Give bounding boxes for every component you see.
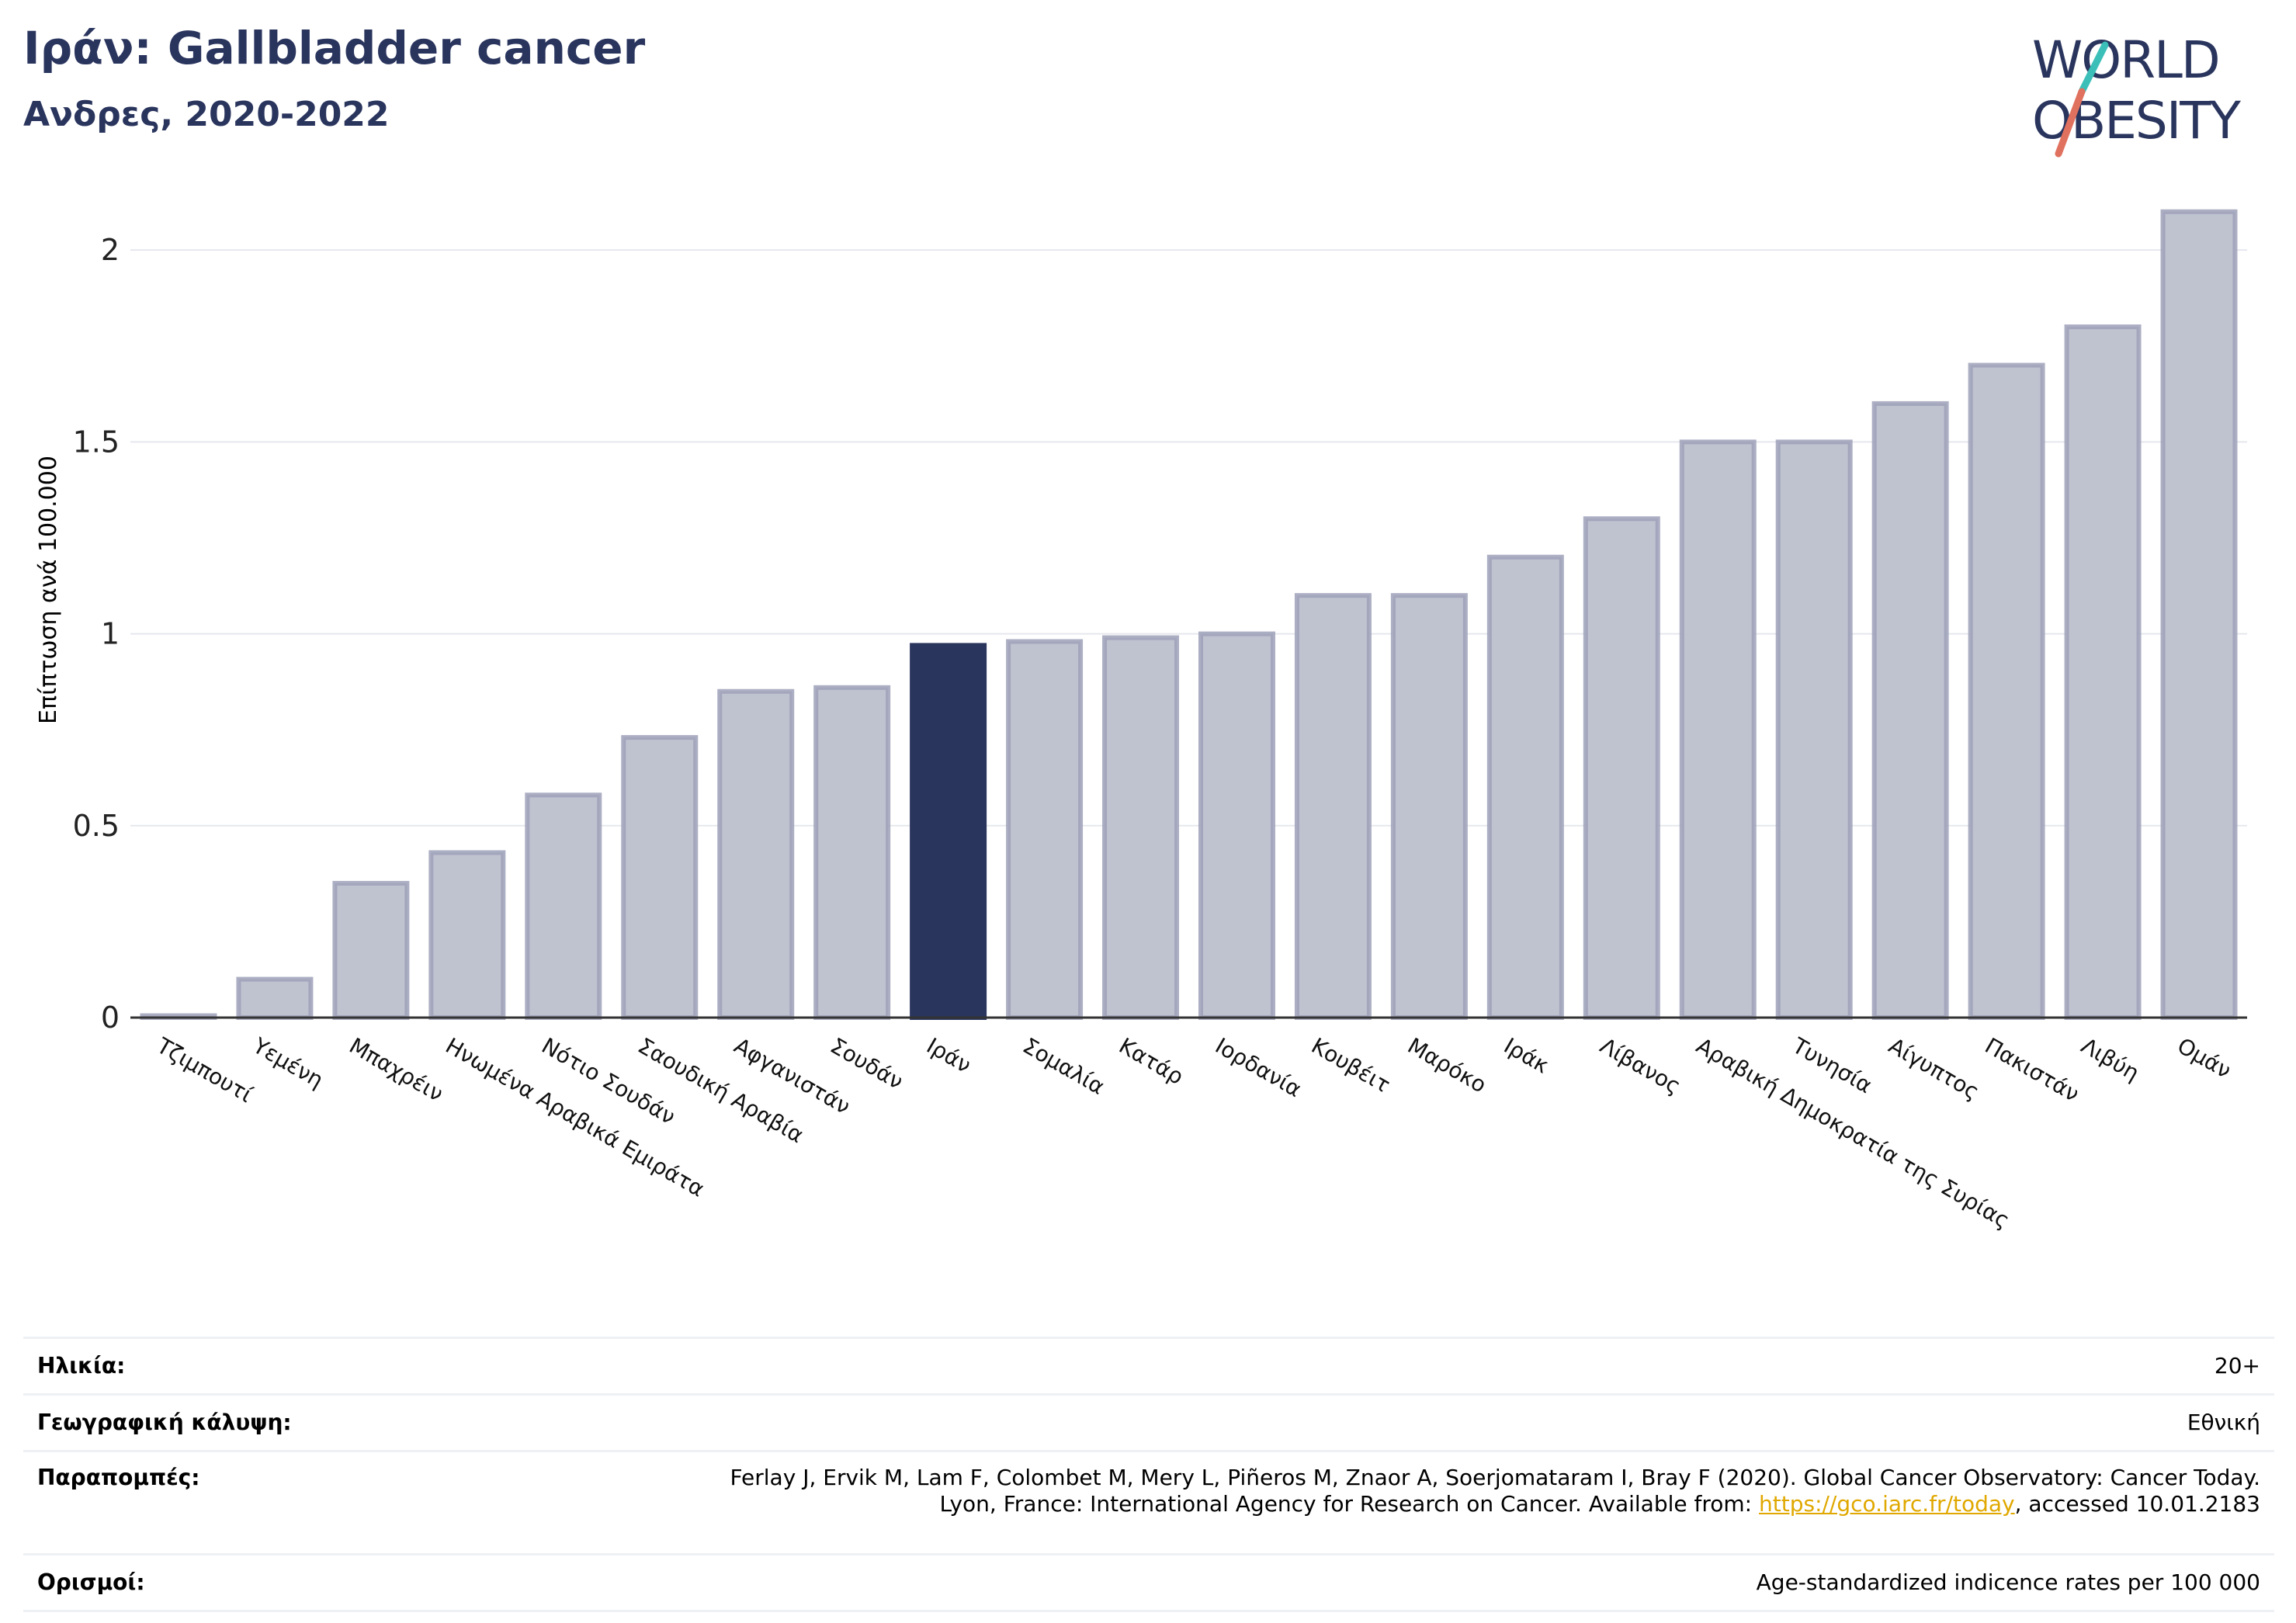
geo-value: Εθνική <box>2187 1410 2260 1435</box>
bar <box>1102 635 1180 1020</box>
bar <box>1775 439 1853 1020</box>
bar <box>236 976 314 1020</box>
logo-word-world: WORLD <box>2032 30 2219 90</box>
x-tick-label: Ομάν <box>2173 1032 2236 1084</box>
info-row-definitions: Ορισμοί: Age-standardized indicence rate… <box>23 1554 2274 1611</box>
x-tick-label: Μπαχρέιν <box>345 1032 447 1106</box>
bar <box>2064 324 2142 1020</box>
info-row-geo: Γεωγραφική κάλυψη: Εθνική <box>23 1394 2274 1451</box>
geo-label: Γεωγραφική κάλυψη: <box>37 1410 292 1435</box>
x-tick-label: Σαουδική Αραβία <box>633 1032 808 1148</box>
y-tick-label: 1.5 <box>73 425 120 459</box>
bar <box>1006 639 1084 1021</box>
x-tick-label: Λιβύη <box>2077 1032 2144 1086</box>
x-tick-label: Μαρόκο <box>1403 1032 1491 1098</box>
y-tick-labels: 0 0.5 1 1.5 2 <box>73 233 120 1035</box>
reference-line-2-suffix: , accessed 10.01.2183 <box>2014 1491 2260 1517</box>
x-tick-label: Τζιμπουτί <box>152 1032 258 1108</box>
x-tick-label: Σομαλία <box>1018 1032 1109 1099</box>
reference-link[interactable]: https://gco.iarc.fr/today <box>1759 1491 2015 1517</box>
bar <box>1390 593 1468 1020</box>
info-table: Ηλικία: 20+ Γεωγραφική κάλυψη: Εθνική Πα… <box>23 1337 2274 1612</box>
reference-line-2-prefix: Lyon, France: International Agency for R… <box>939 1491 1759 1517</box>
definitions-value: Age-standardized indicence rates per 100… <box>1756 1569 2260 1595</box>
bar <box>1871 401 1949 1020</box>
bars <box>140 209 2238 1021</box>
y-tick-label: 1 <box>101 617 120 651</box>
x-tick-label: Πακιστάν <box>1981 1032 2084 1107</box>
y-axis-label: Επίπτωση ανά 100.000 <box>35 456 62 724</box>
x-tick-label: Κουβέιτ <box>1307 1032 1395 1098</box>
definitions-label: Ορισμοί: <box>37 1569 145 1595</box>
x-tick-label: Κατάρ <box>1115 1032 1188 1090</box>
world-obesity-logo: WORLD OBESITY <box>2032 30 2243 158</box>
info-row-age: Ηλικία: 20+ <box>23 1337 2274 1395</box>
y-tick-label: 2 <box>101 233 120 267</box>
x-tick-label: Υεμένη <box>248 1032 328 1093</box>
bar <box>1679 439 1757 1020</box>
chart-subtitle: Ανδρες, 2020-2022 <box>23 95 390 134</box>
bar-highlighted <box>910 643 987 1020</box>
y-tick-label: 0.5 <box>73 809 120 843</box>
bar <box>332 880 410 1020</box>
x-tick-label: Λίβανος <box>1596 1032 1685 1099</box>
info-row-references: Παραπομπές: Ferlay J, Ervik M, Lam F, Co… <box>23 1451 2274 1555</box>
bar <box>1583 516 1660 1020</box>
bar <box>717 688 795 1021</box>
bar <box>428 850 506 1021</box>
reference-line-2: Lyon, France: International Agency for R… <box>383 1491 2260 1517</box>
age-value: 20+ <box>2214 1353 2260 1379</box>
logo-slash-teal <box>2078 41 2109 95</box>
references-label: Παραπομπές: <box>37 1465 200 1490</box>
chart-title: Ιράν: Gallbladder cancer <box>23 22 646 75</box>
bar <box>1294 593 1372 1020</box>
bar <box>1486 554 1564 1020</box>
reference-line-1: Ferlay J, Ervik M, Lam F, Colombet M, Me… <box>730 1465 2260 1490</box>
bar <box>2160 209 2238 1020</box>
x-tick-label: Αίγυπτος <box>1885 1032 1984 1105</box>
bar <box>621 735 699 1020</box>
age-label: Ηλικία: <box>37 1353 126 1379</box>
x-tick-label: Ιράκ <box>1500 1032 1553 1078</box>
y-tick-label: 0 <box>101 1001 120 1035</box>
bar <box>813 685 891 1020</box>
x-tick-label: Ιράν <box>922 1032 976 1078</box>
bar <box>525 792 602 1020</box>
bar <box>1968 362 2045 1021</box>
logo-slash-coral <box>2055 88 2086 158</box>
bar <box>1198 631 1275 1021</box>
references-value: Ferlay J, Ervik M, Lam F, Colombet M, Me… <box>369 1451 2274 1555</box>
x-tick-label: Σουδάν <box>826 1032 907 1094</box>
x-tick-label: Ιορδανία <box>1211 1032 1306 1102</box>
